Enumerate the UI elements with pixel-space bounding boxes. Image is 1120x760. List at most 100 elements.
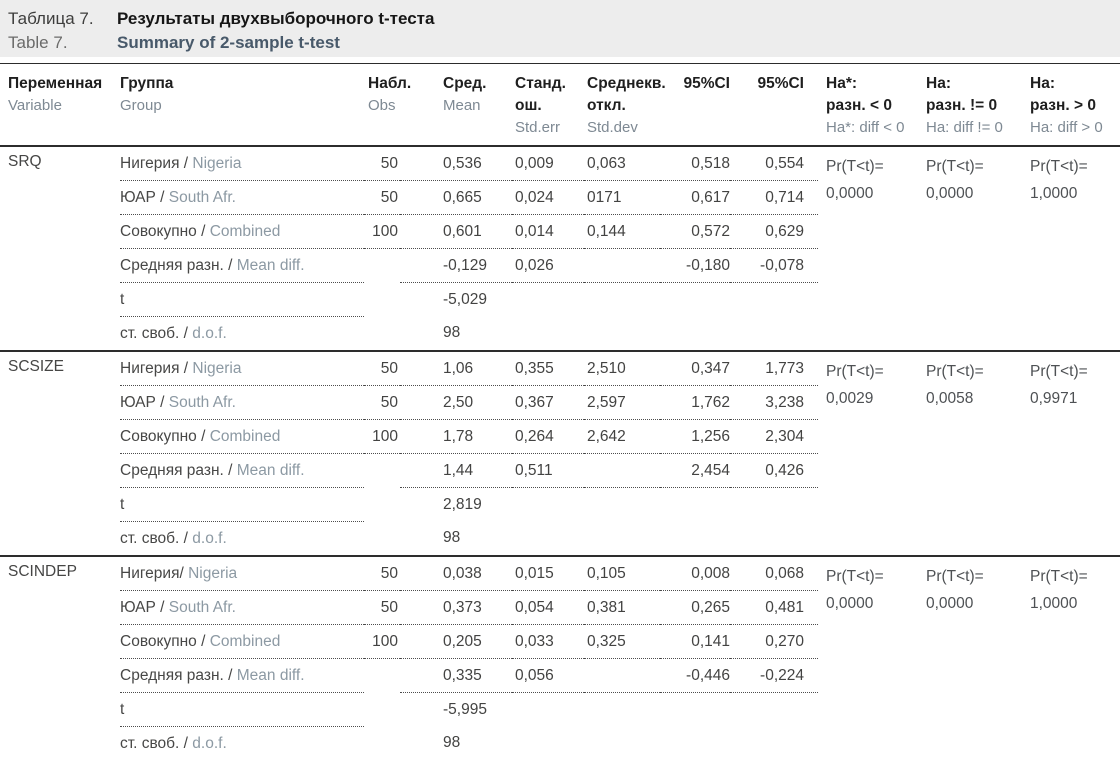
cell-stddev <box>584 659 660 693</box>
cell-stderr: 0,054 <box>512 591 584 625</box>
cell-t-label: t <box>120 283 364 317</box>
group-label-ru: ЮАР / <box>120 599 164 616</box>
cell-pr-less: Pr(T<t)= 0,0029 <box>818 351 926 556</box>
cell-stderr: 0,056 <box>512 659 584 693</box>
cell-ci-low: 0,141 <box>660 625 730 659</box>
cell-obs: 50 <box>364 351 400 386</box>
pr-label: Pr(T<t)= <box>926 563 1030 590</box>
cell-group: ЮАР / South Afr. <box>120 591 364 625</box>
cell-obs <box>364 249 400 283</box>
title-text-ru: Результаты двухвыборочного t-теста <box>117 9 434 28</box>
cell-ci-low: 0,347 <box>660 351 730 386</box>
variable-block-scsize: SCSIZE Нигерия / Nigeria 50 1,06 0,355 2… <box>0 351 1120 556</box>
table-title-bar: Таблица 7.Результаты двухвыборочного t-т… <box>0 0 1120 57</box>
cell-t-label: t <box>120 693 364 727</box>
cell-group: Средняя разн. / Mean diff. <box>120 249 364 283</box>
cell-ci-high: 3,238 <box>730 386 818 420</box>
col-header-ci-low: 95%CI <box>660 64 730 147</box>
group-label-ru: Средняя разн. / <box>120 667 232 684</box>
cell-ci-low: 1,256 <box>660 420 730 454</box>
cell-ci-high: 0,714 <box>730 181 818 215</box>
cell-ci-high: 0,629 <box>730 215 818 249</box>
cell-stddev <box>584 454 660 488</box>
group-label-ru: Средняя разн. / <box>120 257 232 274</box>
cell-pr-greater: Pr(T<t)= 1,0000 <box>1030 146 1120 351</box>
title-label-ru: Таблица 7. <box>8 7 117 31</box>
cell-stddev: 2,597 <box>584 386 660 420</box>
cell-mean: 0,536 <box>400 146 512 181</box>
cell-stddev: 2,642 <box>584 420 660 454</box>
cell-dof-value: 98 <box>400 317 818 352</box>
col-header-variable: Переменная Variable <box>0 64 120 147</box>
variable-name: SRQ <box>0 146 120 351</box>
group-label-en: Mean diff. <box>237 667 305 684</box>
cell-stderr: 0,033 <box>512 625 584 659</box>
cell-dof-label: ст. своб. / d.o.f. <box>120 727 364 760</box>
cell-dof-value: 98 <box>400 727 818 760</box>
variable-block-scindep: SCINDEP Нигерия/ Nigeria 50 0,038 0,015 … <box>0 556 1120 760</box>
cell-group: Совокупно / Combined <box>120 420 364 454</box>
cell-mean: 0,665 <box>400 181 512 215</box>
cell-ci-low: 0,617 <box>660 181 730 215</box>
cell-ci-low: -0,180 <box>660 249 730 283</box>
cell-stderr: 0,355 <box>512 351 584 386</box>
cell-stddev: 0,144 <box>584 215 660 249</box>
cell-ci-high: -0,078 <box>730 249 818 283</box>
col-header-obs: Набл. Obs <box>364 64 400 147</box>
group-label-ru: Совокупно / <box>120 428 205 445</box>
cell-ci-low: 0,008 <box>660 556 730 591</box>
cell-mean: 0,373 <box>400 591 512 625</box>
group-label-en: South Afr. <box>169 189 236 206</box>
cell-dof-value: 98 <box>400 522 818 557</box>
cell-group: Совокупно / Combined <box>120 625 364 659</box>
pr-value: 0,0000 <box>826 590 926 617</box>
cell-stddev: 0171 <box>584 181 660 215</box>
group-label-en: Mean diff. <box>237 462 305 479</box>
cell-group: Средняя разн. / Mean diff. <box>120 659 364 693</box>
cell-ci-low: 2,454 <box>660 454 730 488</box>
cell-t-value: -5,995 <box>400 693 818 727</box>
cell-pr-greater: Pr(T<t)= 1,0000 <box>1030 556 1120 760</box>
cell-mean: 0,205 <box>400 625 512 659</box>
cell-ci-high: 0,426 <box>730 454 818 488</box>
pr-label: Pr(T<t)= <box>926 358 1030 385</box>
col-header-ha-notequal: Ha: разн. != 0 Ha: diff != 0 <box>926 64 1030 147</box>
cell-group: ЮАР / South Afr. <box>120 386 364 420</box>
cell-obs: 50 <box>364 181 400 215</box>
cell-dof-label: ст. своб. / d.o.f. <box>120 522 364 557</box>
col-header-ha-greater: Ha: разн. > 0 Ha: diff > 0 <box>1030 64 1120 147</box>
cell-ci-low: 1,762 <box>660 386 730 420</box>
cell-mean: -0,129 <box>400 249 512 283</box>
col-header-stderr: Станд. ош. Std.err <box>512 64 584 147</box>
group-label-en: Mean diff. <box>237 257 305 274</box>
group-label-ru: Нигерия / <box>120 360 188 377</box>
pr-value: 0,9971 <box>1030 385 1120 412</box>
col-header-group: Группа Group <box>120 64 364 147</box>
cell-ci-low: 0,518 <box>660 146 730 181</box>
cell-mean: 0,335 <box>400 659 512 693</box>
cell-group: ЮАР / South Afr. <box>120 181 364 215</box>
cell-obs: 100 <box>364 215 400 249</box>
pr-value: 1,0000 <box>1030 590 1120 617</box>
table-row: SRQ Нигерия / Nigeria 50 0,536 0,009 0,0… <box>0 146 1120 181</box>
group-label-ru: Нигерия / <box>120 155 188 172</box>
group-label-en: Nigeria <box>192 155 241 172</box>
table-row: SCINDEP Нигерия/ Nigeria 50 0,038 0,015 … <box>0 556 1120 591</box>
cell-empty <box>364 283 400 317</box>
col-header-ha-less: Ha*: разн. < 0 Ha*: diff < 0 <box>818 64 926 147</box>
group-label-en: Combined <box>210 223 281 240</box>
cell-mean: 1,78 <box>400 420 512 454</box>
cell-ci-high: 0,481 <box>730 591 818 625</box>
cell-dof-label: ст. своб. / d.o.f. <box>120 317 364 352</box>
t-test-results-table: Переменная Variable Группа Group Набл. O… <box>0 63 1120 760</box>
cell-pr-notequal: Pr(T<t)= 0,0000 <box>926 556 1030 760</box>
pr-label: Pr(T<t)= <box>826 358 926 385</box>
pr-value: 1,0000 <box>1030 180 1120 207</box>
variable-name: SCINDEP <box>0 556 120 760</box>
cell-group: Нигерия/ Nigeria <box>120 556 364 591</box>
cell-empty <box>364 727 400 760</box>
cell-ci-low: 0,572 <box>660 215 730 249</box>
cell-ci-high: 1,773 <box>730 351 818 386</box>
pr-label: Pr(T<t)= <box>1030 358 1120 385</box>
pr-value: 0,0000 <box>926 590 1030 617</box>
